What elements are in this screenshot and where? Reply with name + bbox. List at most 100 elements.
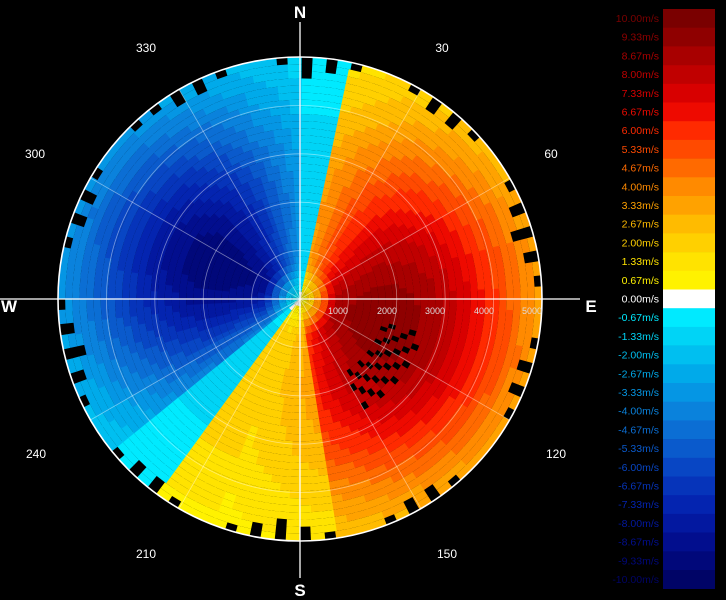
velocity-cell	[157, 298, 165, 307]
velocity-cell	[379, 341, 389, 350]
velocity-cell	[302, 305, 306, 313]
velocity-cell	[358, 376, 368, 386]
velocity-cell	[278, 296, 286, 299]
velocity-cell	[257, 292, 265, 296]
velocity-cell	[437, 260, 447, 271]
velocity-cell	[288, 85, 302, 93]
velocity-cell	[294, 192, 301, 200]
velocity-cell	[363, 291, 372, 297]
velocity-cell	[320, 293, 329, 296]
velocity-cell	[531, 261, 541, 277]
velocity-cell	[258, 285, 267, 290]
velocity-cell	[341, 307, 349, 313]
velocity-cell	[237, 481, 251, 492]
velocity-cell	[279, 302, 287, 306]
velocity-cell	[347, 339, 356, 347]
velocity-cell	[344, 127, 357, 137]
velocity-cell	[179, 82, 195, 96]
velocity-cell	[252, 364, 261, 373]
velocity-cell	[267, 282, 275, 288]
velocity-cell	[345, 248, 354, 257]
velocity-cell	[305, 303, 312, 309]
velocity-cell	[300, 299, 307, 303]
velocity-cell	[164, 304, 173, 314]
velocity-cell	[379, 453, 393, 465]
velocity-cell	[300, 294, 306, 299]
velocity-cell	[280, 114, 292, 123]
velocity-cell	[282, 259, 288, 267]
velocity-cell	[280, 276, 287, 284]
velocity-cell	[286, 317, 292, 326]
velocity-cell	[325, 466, 337, 475]
velocity-cell	[288, 318, 293, 326]
velocity-cell	[98, 197, 111, 213]
velocity-cell	[289, 235, 295, 243]
velocity-cell	[381, 79, 398, 92]
velocity-cell	[276, 432, 286, 441]
velocity-cell	[323, 144, 334, 154]
velocity-cell	[304, 288, 311, 295]
velocity-cell	[218, 352, 229, 362]
velocity-cell	[278, 294, 287, 297]
velocity-cell	[228, 372, 238, 382]
velocity-cell	[281, 315, 288, 323]
velocity-cell	[295, 299, 300, 305]
legend-label: 7.33m/s	[622, 88, 659, 100]
velocity-cell	[310, 85, 324, 94]
velocity-cell	[292, 419, 300, 428]
velocity-cell	[428, 470, 444, 485]
velocity-cell	[314, 322, 320, 330]
velocity-cell	[274, 179, 283, 188]
velocity-cell	[310, 316, 316, 324]
velocity-cell	[223, 255, 233, 264]
velocity-cell	[96, 425, 110, 442]
velocity-cell	[322, 79, 337, 89]
velocity-cell	[282, 331, 288, 339]
velocity-cell	[350, 215, 360, 225]
legend-label: 8.00m/s	[622, 69, 659, 81]
velocity-cell	[263, 337, 271, 346]
velocity-cell	[281, 404, 289, 413]
velocity-cell	[384, 303, 393, 310]
velocity-cell	[328, 354, 336, 363]
velocity-cell	[309, 390, 316, 399]
velocity-cell	[278, 92, 291, 101]
velocity-cell	[213, 357, 223, 367]
velocity-cell	[104, 381, 117, 396]
velocity-cell	[354, 218, 364, 228]
velocity-cell	[315, 460, 327, 470]
velocity-cell	[369, 282, 378, 289]
velocity-cell	[264, 227, 272, 236]
velocity-cell	[173, 317, 182, 326]
velocity-cell	[497, 181, 511, 198]
velocity-cell	[318, 223, 325, 232]
velocity-cell	[335, 358, 343, 368]
velocity-cell	[160, 261, 170, 271]
velocity-cell	[238, 136, 251, 147]
velocity-cell	[253, 372, 262, 382]
velocity-cell	[138, 322, 147, 334]
velocity-cell	[265, 304, 273, 309]
velocity-cell	[228, 206, 238, 217]
velocity-cell	[452, 218, 464, 231]
velocity-cell	[319, 107, 332, 117]
velocity-cell	[114, 297, 123, 309]
velocity-cell	[349, 336, 358, 345]
velocity-cell	[80, 201, 93, 218]
velocity-cell	[261, 376, 270, 386]
velocity-cell	[134, 245, 145, 257]
velocity-cell	[495, 388, 509, 404]
velocity-cell	[454, 273, 463, 284]
velocity-cell	[317, 337, 323, 345]
velocity-cell	[103, 223, 115, 238]
velocity-cell	[264, 273, 272, 280]
velocity-cell	[254, 276, 263, 282]
velocity-cell	[243, 303, 251, 308]
velocity-cell	[117, 140, 132, 156]
velocity-cell	[412, 336, 422, 346]
velocity-cell	[303, 278, 307, 286]
velocity-cell	[242, 232, 252, 241]
velocity-cell	[438, 103, 454, 118]
velocity-cell	[248, 447, 260, 458]
velocity-cell	[378, 116, 392, 129]
